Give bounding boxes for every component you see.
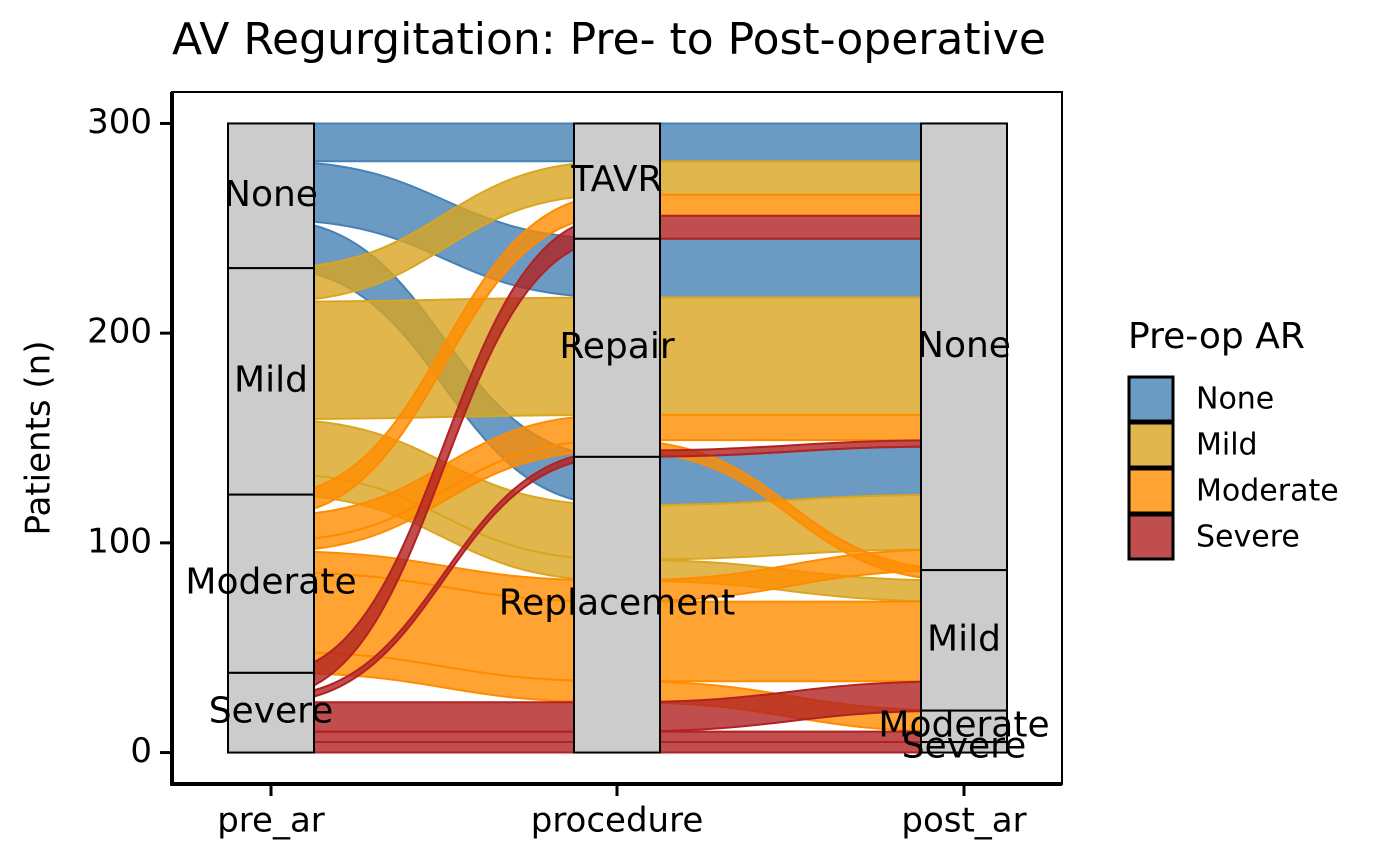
y-axis-label: Patients (n) xyxy=(19,341,59,536)
stratum xyxy=(227,122,315,270)
legend-label: None xyxy=(1196,382,1274,417)
x-tick-label: post_ar xyxy=(901,801,1026,841)
stratum xyxy=(920,122,1008,572)
stratum xyxy=(573,122,661,240)
legend-key xyxy=(1127,421,1175,469)
y-tick-label: 300 xyxy=(87,102,152,142)
x-tick-label: procedure xyxy=(531,801,704,841)
stratum xyxy=(920,741,1008,754)
stratum xyxy=(573,455,661,754)
legend-label: Moderate xyxy=(1196,474,1339,509)
legend-title: Pre-op AR xyxy=(1128,316,1305,357)
stratum-label: TAVR xyxy=(570,159,662,200)
y-tick-label: 200 xyxy=(87,312,152,352)
y-tick-label: 100 xyxy=(87,521,152,561)
stratum-label: Severe xyxy=(902,725,1027,766)
legend-label: Severe xyxy=(1196,520,1300,555)
y-tick-label: 0 xyxy=(130,731,152,771)
legend-key xyxy=(1127,513,1175,561)
stratum-label: Moderate xyxy=(878,704,1049,745)
legend-key xyxy=(1127,467,1175,515)
stratum-label: None xyxy=(224,174,318,215)
stratum-label: Moderate xyxy=(185,562,356,603)
stratum-label: Replacement xyxy=(499,583,736,624)
stratum xyxy=(227,493,315,674)
stratum-label: Severe xyxy=(209,691,334,732)
chart-title: AV Regurgitation: Pre- to Post-operative xyxy=(172,14,1046,65)
stratum xyxy=(227,267,315,496)
legend-label: Mild xyxy=(1196,428,1258,463)
legend-key xyxy=(1127,375,1175,423)
stratum xyxy=(227,671,315,754)
stratum-label: Mild xyxy=(927,618,1001,659)
stratum xyxy=(573,237,661,458)
x-tick-label: pre_ar xyxy=(217,801,325,841)
stratum-label: Mild xyxy=(234,359,308,400)
stratum-label: None xyxy=(917,325,1011,366)
stratum-label: Repair xyxy=(559,326,674,367)
stratum xyxy=(920,569,1008,712)
